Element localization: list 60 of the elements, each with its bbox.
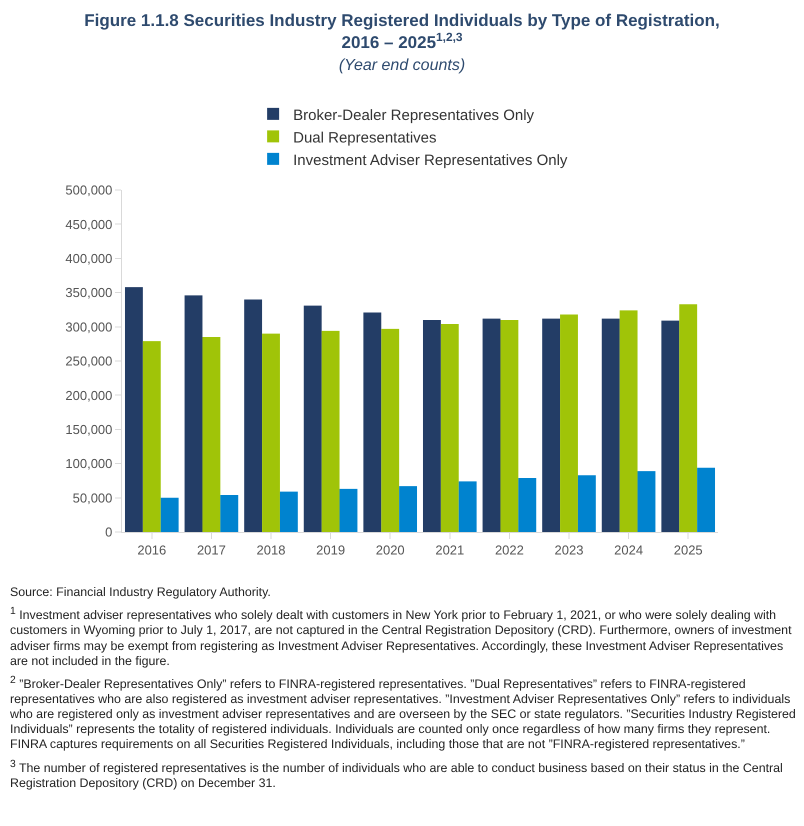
x-tick-label: 2018	[256, 542, 286, 558]
legend-label: Dual Representatives	[293, 129, 437, 146]
bar	[697, 468, 716, 532]
text: $^{1}$ Investment adviser representatives who solely dealt with customers in New York prior to February 1, 2021, or who were solely dealing with customers in Wyoming prior to July 1, 2017, are not captured in the Central Registration Depository (CRD). Furthermore, owners of investment adviser firms may be exempt from registering as Investment Adviser Representatives. Accordingly, these Investment Adviser Representatives are not included in the figure.	[10, 606, 793, 669]
bar	[304, 306, 322, 532]
bar	[244, 299, 262, 532]
bar	[422, 320, 441, 532]
bar	[542, 318, 560, 532]
y-tick-label: 50,000	[72, 490, 112, 506]
y-tick-label: 500,000	[65, 182, 112, 198]
bar	[280, 492, 298, 532]
bar	[482, 318, 500, 532]
bar	[381, 328, 400, 532]
y-tick-label: 100,000	[65, 456, 112, 472]
x-tick-label: 2022	[494, 542, 524, 558]
y-tick-label: 450,000	[65, 216, 112, 232]
legend-label: Broker-Dealer Representatives Only	[293, 106, 535, 124]
y-tick-label: 400,000	[65, 250, 112, 266]
y-tick-label: 0	[105, 524, 112, 540]
bar	[578, 475, 596, 532]
text: $^{2}$ ”Broker-Dealer Representatives Only” refers to FINRA-registered representatives. ”Dual Representatives” refers to FINRA-registered representatives who are also registered as investment adviser representatives. ”Investment Adviser Representatives Only” refers to individuals who are registered only as investment adviser representatives and are overseen by the SEC or state regulators. ”Securities Industry Registered Individuals” represents the totality of registered individuals. Individuals are counted only once regardless of how many firms they represent. FINRA captures requirements on all Securities Registered Individuals, including those that are not ”FINRA-registered representatives.”	[10, 674, 796, 752]
x-tick-label: 2019	[316, 542, 346, 558]
bar	[500, 320, 518, 532]
bar	[340, 488, 358, 532]
x-tick-label: 2025	[674, 542, 703, 558]
x-tick-label: 2023	[554, 542, 584, 558]
text: $^{3}$ The number of registered representatives is the number of individuals who are able to conduct business based on their status in the Central Registration Depository (CRD) on December 31.	[10, 758, 784, 791]
bar	[518, 478, 536, 532]
x-tick-label: 2021	[435, 542, 464, 558]
x-tick-label: 2020	[376, 542, 405, 558]
bar	[160, 498, 179, 532]
bar	[124, 287, 143, 532]
x-tick-label: 2016	[137, 542, 166, 558]
bar	[661, 320, 680, 532]
legend-label: Investment Adviser Representatives Only	[293, 152, 568, 169]
bar	[322, 330, 340, 532]
bar	[363, 312, 382, 532]
y-tick-label: 200,000	[65, 388, 112, 403]
bar	[620, 310, 638, 532]
chart-title: Figure 1.1.8 Securities Industry Registered Individuals by Type of Registration, 2016 – 2025$^{1,2,3}$	[84, 11, 720, 52]
bar	[202, 337, 220, 532]
bar	[560, 314, 578, 532]
bar	[142, 341, 161, 532]
bar	[399, 486, 418, 532]
x-tick-label: 2024	[614, 542, 644, 558]
y-tick-label: 250,000	[65, 354, 112, 369]
bar	[220, 495, 238, 532]
x-tick-label: 2017	[196, 542, 226, 558]
bar	[262, 334, 280, 532]
y-tick-label: 300,000	[65, 319, 112, 334]
bar	[679, 304, 698, 532]
bar	[602, 318, 620, 532]
y-tick-label: 150,000	[65, 422, 112, 437]
y-tick-label: 350,000	[65, 285, 112, 300]
source-note: Source: Financial Industry Regulatory Authority.	[10, 585, 272, 600]
bar	[638, 471, 656, 532]
chart-subtitle: (Year end counts)	[338, 57, 466, 74]
bar	[184, 295, 202, 532]
bar	[440, 324, 459, 532]
bar	[458, 481, 477, 532]
